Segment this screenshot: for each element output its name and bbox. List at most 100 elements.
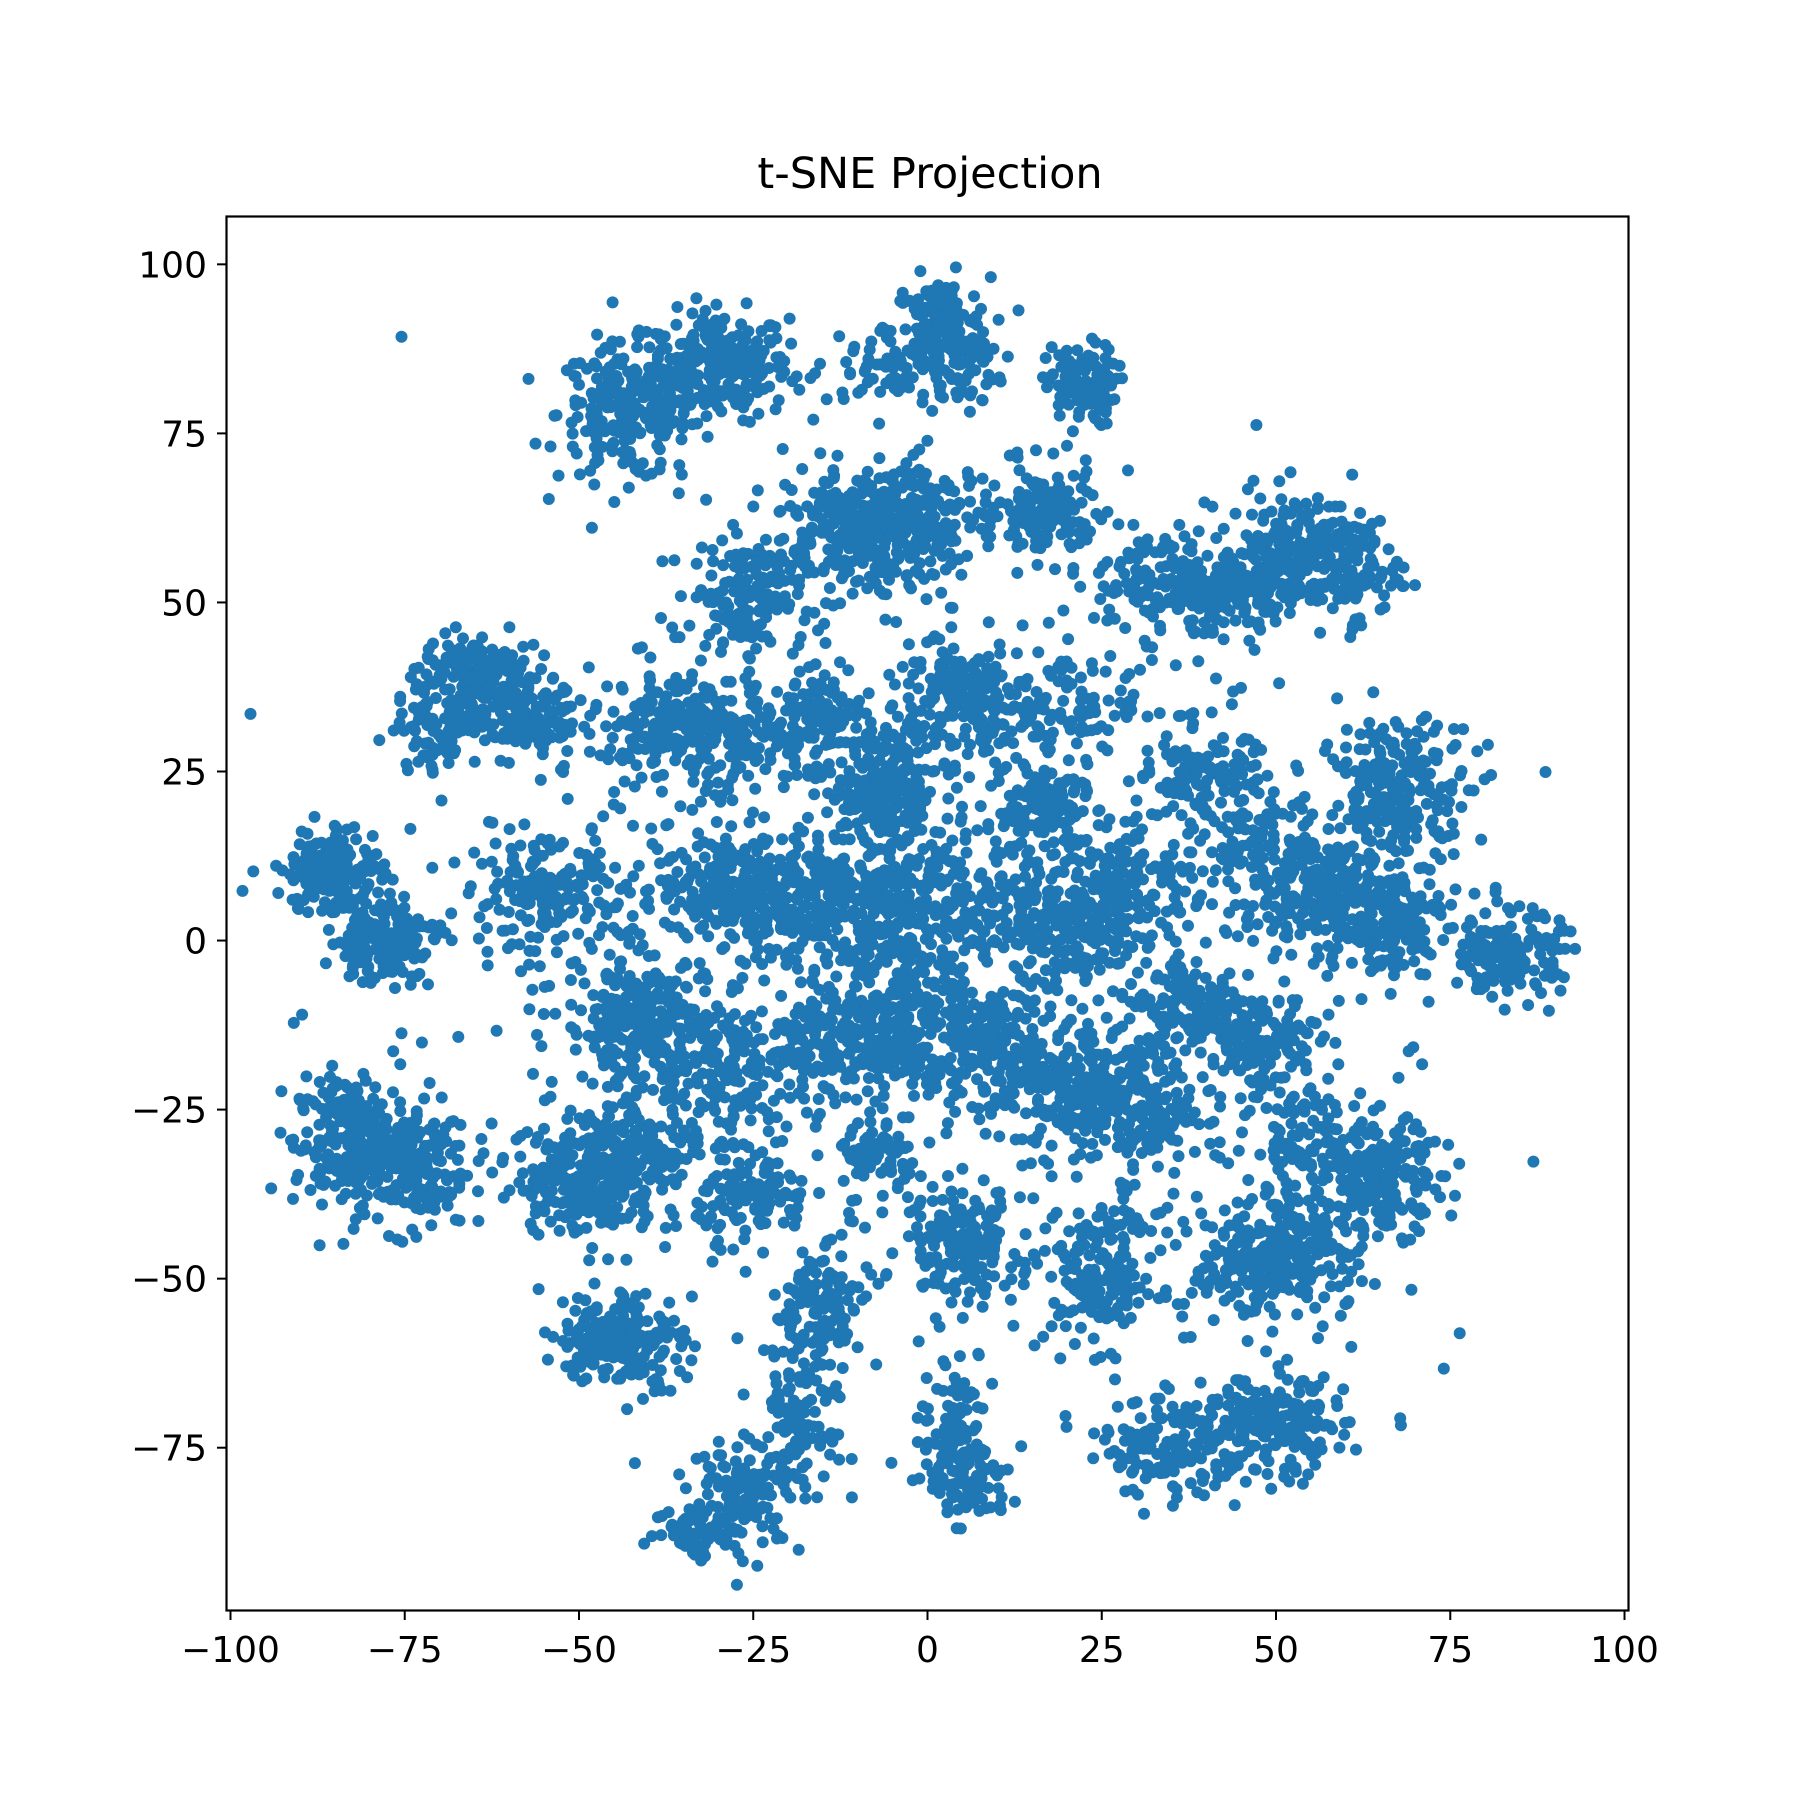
data-point: [398, 890, 411, 903]
data-point: [817, 565, 830, 578]
data-point: [593, 896, 606, 909]
data-point: [632, 859, 645, 872]
data-point: [615, 680, 628, 693]
data-point: [1455, 765, 1468, 777]
data-point: [982, 823, 995, 836]
data-point: [573, 468, 586, 481]
data-point: [666, 417, 678, 430]
data-point: [710, 917, 723, 930]
data-point: [933, 710, 946, 723]
data-point: [1345, 547, 1357, 560]
data-point: [725, 845, 737, 858]
data-point: [733, 572, 745, 585]
data-point: [550, 946, 563, 959]
data-point: [557, 681, 570, 694]
data-point: [1475, 833, 1488, 846]
data-point: [860, 477, 873, 490]
data-point: [706, 544, 719, 556]
data-point: [1041, 802, 1054, 815]
data-point: [784, 564, 797, 577]
data-point: [696, 313, 709, 326]
data-point: [1102, 584, 1115, 597]
data-point: [880, 588, 893, 601]
data-point: [473, 911, 486, 924]
data-point: [1029, 519, 1041, 531]
data-point: [1055, 360, 1068, 373]
data-point: [769, 403, 782, 416]
data-point: [945, 621, 958, 634]
data-point: [518, 818, 531, 831]
data-point: [487, 675, 500, 688]
data-point: [737, 368, 750, 381]
data-point: [928, 544, 941, 557]
data-point: [330, 867, 342, 880]
data-point: [1446, 817, 1459, 830]
data-point: [978, 745, 990, 758]
data-point: [617, 352, 630, 365]
data-point: [578, 720, 591, 733]
data-point: [1085, 657, 1098, 670]
data-point: [764, 754, 777, 766]
data-point: [853, 736, 866, 749]
data-point: [384, 957, 397, 970]
data-point: [422, 748, 435, 761]
data-point: [1119, 815, 1132, 828]
data-point: [1283, 607, 1296, 619]
data-point: [705, 569, 718, 582]
data-point: [1102, 694, 1115, 707]
data-point: [1229, 507, 1242, 520]
data-point: [410, 735, 423, 748]
data-point: [1207, 626, 1219, 639]
data-point: [427, 677, 440, 690]
data-point: [1171, 586, 1184, 598]
data-point: [1118, 567, 1131, 580]
data-point: [775, 548, 787, 561]
data-point: [622, 481, 635, 494]
data-point: [632, 324, 645, 337]
data-point: [1290, 526, 1303, 539]
data-point: [1322, 500, 1335, 513]
data-point: [543, 892, 556, 905]
data-point: [942, 368, 955, 381]
data-point: [589, 703, 602, 716]
data-point: [336, 889, 349, 902]
data-point: [690, 292, 703, 305]
data-point: [879, 360, 892, 373]
data-point: [1141, 744, 1154, 757]
data-point: [1427, 725, 1440, 738]
data-point: [1412, 764, 1425, 777]
data-point: [878, 485, 890, 498]
data-point: [1241, 585, 1254, 598]
data-point: [644, 651, 657, 664]
data-point: [1123, 668, 1136, 680]
data-point: [778, 355, 791, 368]
data-point: [873, 452, 886, 465]
data-point: [1252, 787, 1265, 800]
data-point: [976, 472, 989, 485]
data-point: [1061, 439, 1073, 452]
data-point: [1029, 541, 1042, 554]
data-point: [724, 711, 737, 724]
data-point: [874, 531, 887, 544]
data-point: [686, 307, 699, 320]
data-point: [485, 855, 498, 868]
data-point: [651, 349, 664, 362]
data-point: [1340, 741, 1352, 754]
data-point: [842, 530, 855, 543]
data-point: [1400, 727, 1413, 740]
data-point: [427, 932, 440, 945]
data-point: [552, 469, 565, 482]
data-point: [1073, 537, 1086, 550]
data-point: [506, 854, 519, 867]
data-point: [561, 745, 574, 757]
data-point: [601, 401, 614, 414]
data-point: [1320, 557, 1333, 570]
data-point: [1391, 576, 1404, 588]
data-point: [911, 308, 923, 321]
data-point: [892, 527, 905, 540]
data-point: [1032, 863, 1045, 876]
data-point: [626, 372, 639, 385]
data-point: [686, 803, 699, 816]
data-point: [670, 671, 683, 684]
